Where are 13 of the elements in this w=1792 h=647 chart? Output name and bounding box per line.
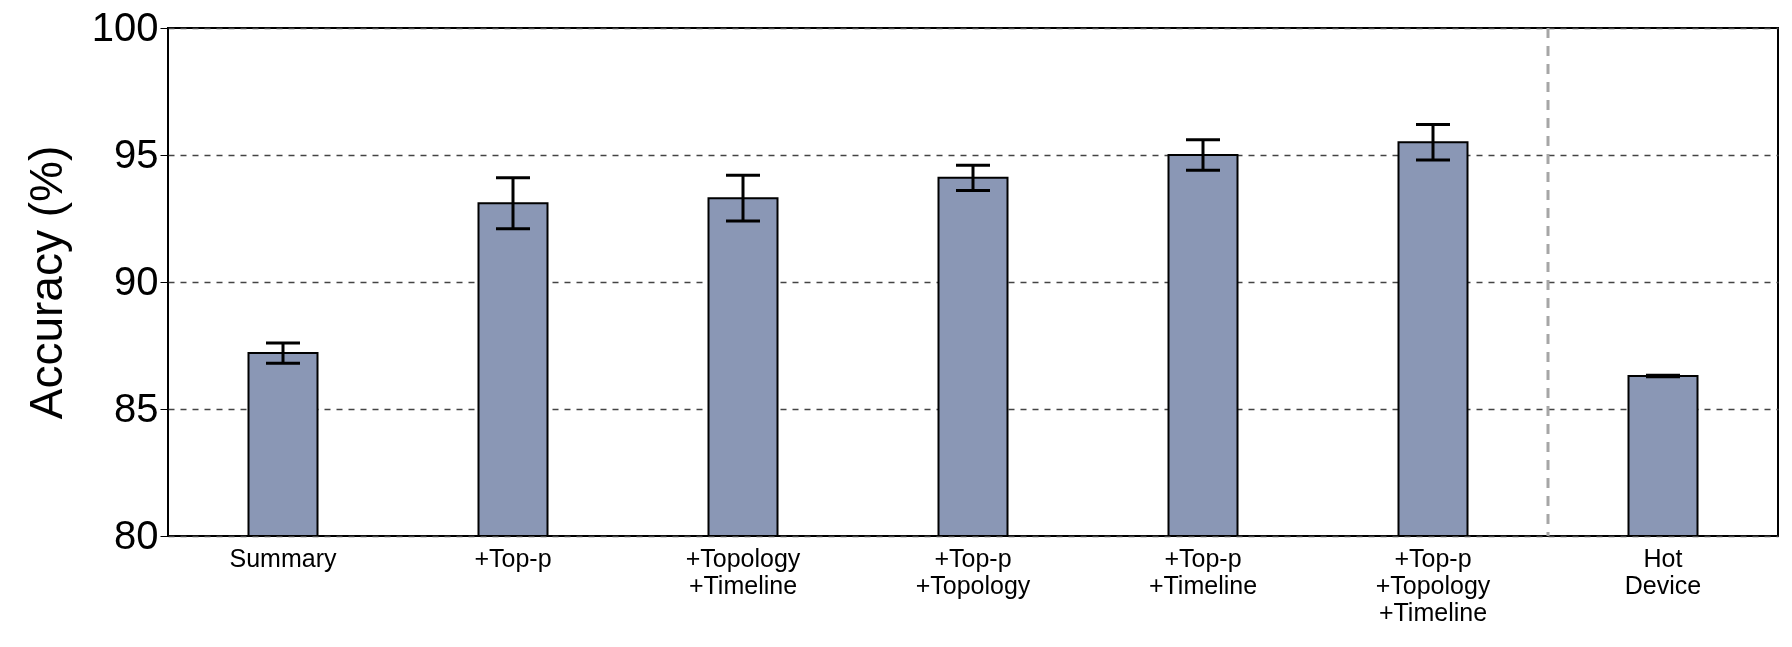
x-tick-label: +Topology +Timeline [685,543,801,599]
x-tick-label: +Top-p [474,543,552,572]
x-tick-label: +Top-p +Topology [915,543,1031,599]
y-axis-title: Accuracy (%) [19,145,72,420]
x-tick-label: +Top-p +Timeline [1148,543,1258,599]
y-tick-label: 85 [114,385,159,430]
y-tick-label: 80 [114,512,159,557]
x-tick-label: Hot Device [1624,543,1702,599]
y-tick-label: 100 [91,4,159,49]
x-tick-label: Summary [229,543,337,572]
x-tick-label: +Top-p +Topology +Timeline [1375,543,1491,626]
y-tick-label: 95 [114,131,159,176]
y-tick-label: 90 [114,258,159,303]
